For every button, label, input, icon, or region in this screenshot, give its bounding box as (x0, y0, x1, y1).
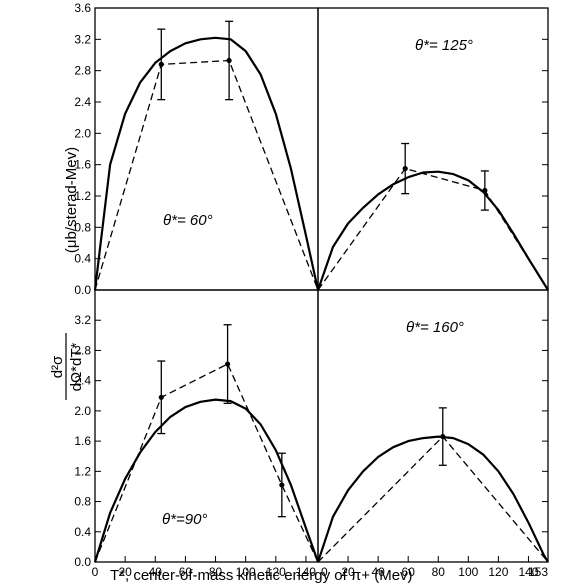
data-point (158, 61, 164, 67)
panel-bottom-left: 0.0 0.4 0.8 1.2 1.6 2.0 2.4 2.8 3.2 0 20 40 60 80 100 1… (74, 289, 320, 579)
x-tick-label: 120 (488, 565, 508, 579)
y-tick-label: 2.0 (74, 404, 91, 418)
x-tick-label: 20 (118, 565, 132, 579)
x-tick-label: 20 (341, 565, 355, 579)
y-tick-label: 3.2 (74, 313, 91, 327)
theory-curve (93, 398, 320, 563)
panel-frame (317, 289, 549, 563)
panel-top-left: 0.0 0.4 0.8 1.2 1.6 2.0 2.4 2.8 3.2 3.6 θ*= 60° (74, 1, 320, 297)
x-tick-label: 40 (371, 565, 385, 579)
y-tick-label: 2.8 (74, 64, 91, 78)
x-tick-label: 40 (149, 565, 163, 579)
panel-label: θ*= 125° (415, 37, 473, 54)
y-tick-label: 2.8 (74, 343, 91, 357)
y-tick-label: 0.4 (74, 252, 91, 266)
data-point (158, 394, 164, 400)
x-tick-label: 80 (432, 565, 446, 579)
y-tick-label: 1.6 (74, 434, 91, 448)
y-tick-label: 1.2 (74, 464, 91, 478)
theory-curve (93, 36, 320, 291)
data-point (224, 361, 231, 367)
x-tick-label: 120 (266, 565, 286, 579)
y-tick-label: 0.8 (74, 220, 91, 234)
panel-top-right: θ*= 125° (316, 7, 549, 291)
y-axis-label: d²σ dΩ*dT* (μb/sterad-Mev) (49, 147, 85, 400)
y-tick-label: 0.0 (74, 283, 91, 297)
panel-label: θ*= 60° (163, 212, 213, 229)
x-tick-label: 100 (236, 565, 256, 579)
x-tick-label: 0 (92, 565, 99, 579)
data-point (279, 482, 285, 488)
dashed-fit-line (94, 363, 319, 563)
y-tick-label: 2.4 (74, 95, 91, 109)
y-tick-label: 2.0 (74, 126, 91, 140)
y-axis-numerator: d²σ (49, 355, 66, 378)
data-point (440, 433, 446, 440)
y-tick-label: 3.2 (74, 32, 91, 46)
dashed-fit-line (317, 435, 549, 563)
theory-curve (316, 435, 549, 563)
dashed-fit-line (317, 167, 549, 291)
data-point (226, 57, 232, 64)
y-axis-units: (μb/sterad-Mev) (63, 147, 80, 253)
y-tick-label: 0.0 (74, 555, 91, 569)
x-tick-label: 140 (296, 565, 316, 579)
x-tick-label: 60 (402, 565, 416, 579)
x-tick-label: 100 (458, 565, 478, 579)
y-axis-denominator: dΩ*dT* (68, 342, 85, 391)
data-point (402, 165, 408, 172)
data-point (482, 187, 488, 194)
plot-area: 0.0 0.4 0.8 1.2 1.6 2.0 2.4 2.8 3.2 3.6 θ*= 60° θ*=… (74, 1, 549, 579)
theory-curve (316, 170, 549, 291)
y-tick-label: 0.8 (74, 495, 91, 509)
x-tick-label: 60 (179, 565, 193, 579)
y-tick-label: 2.4 (74, 374, 91, 388)
panel-label: θ*= 160° (406, 319, 464, 336)
y-tick-label: 3.6 (74, 1, 91, 15)
x-axis-label: T*, center-of-mass kinetic energy of π+ … (110, 567, 413, 584)
x-tick-label: 140 (518, 565, 538, 579)
x-tick-label: 0 (321, 565, 328, 579)
dashed-fit-line (94, 59, 319, 291)
y-tick-label: 1.6 (74, 158, 91, 172)
x-tick-label: 153 (528, 565, 548, 579)
panel-label: θ*=90° (162, 511, 207, 528)
y-tick-label: 0.4 (74, 525, 91, 539)
y-tick-label: 1.2 (74, 189, 91, 203)
x-tick-label: 80 (209, 565, 223, 579)
